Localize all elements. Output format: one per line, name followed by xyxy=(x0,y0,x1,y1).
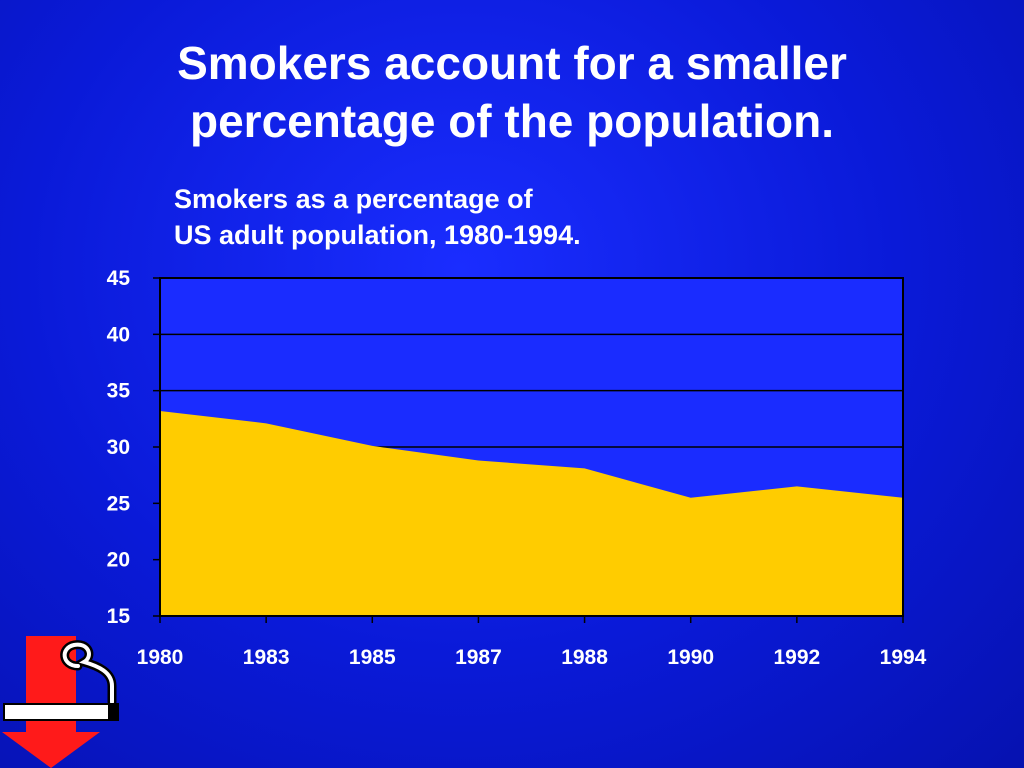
y-tick-label: 25 xyxy=(107,492,131,515)
area-series xyxy=(160,410,903,616)
x-tick-label: 1992 xyxy=(773,646,820,669)
y-tick-label: 20 xyxy=(107,549,130,572)
x-tick-label: 1990 xyxy=(667,646,714,669)
plot-border xyxy=(159,277,904,617)
y-tick-label: 15 xyxy=(107,605,131,628)
area-series-fill xyxy=(160,410,903,616)
x-tick-label: 1983 xyxy=(243,646,290,669)
slide-title-line1: Smokers account for a smaller xyxy=(177,37,847,89)
x-tick-label: 1980 xyxy=(137,646,184,669)
x-tick-label: 1994 xyxy=(880,646,927,669)
cigarette-icon xyxy=(3,703,119,721)
chart-subtitle-line1: Smokers as a percentage of xyxy=(174,184,533,214)
y-tick-label: 45 xyxy=(107,267,131,290)
y-tick-label: 35 xyxy=(107,380,131,403)
y-tick-label: 30 xyxy=(107,436,130,459)
y-tick-label: 40 xyxy=(107,323,130,346)
x-axis-tick-labels: 1980 1983 1985 1987 1988 1990 1992 1994 xyxy=(137,646,927,669)
chart-subtitle: Smokers as a percentage of US adult popu… xyxy=(174,181,581,253)
slide-title: Smokers account for a smaller percentage… xyxy=(0,34,1024,150)
slide-title-line2: percentage of the population. xyxy=(189,95,835,147)
axes xyxy=(153,277,904,623)
x-tick-label: 1985 xyxy=(349,646,396,669)
y-axis-tick-labels: 15 20 25 30 35 40 45 xyxy=(107,267,131,628)
x-tick-label: 1988 xyxy=(561,646,608,669)
no-smoking-decline-arrow-icon xyxy=(2,636,119,768)
x-tick-label: 1987 xyxy=(455,646,502,669)
chart-subtitle-line2: US adult population, 1980-1994. xyxy=(174,220,581,250)
